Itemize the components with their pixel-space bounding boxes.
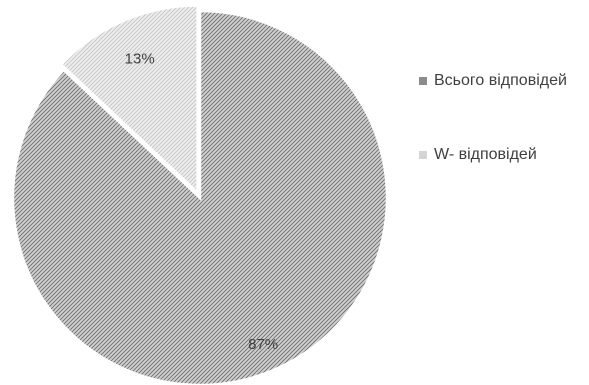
legend-item-w: W- відповідей: [419, 140, 567, 170]
pie-slice-w: [59, 4, 199, 196]
chart-legend: Всього відповідей W- відповідей: [419, 66, 567, 214]
legend-swatch-vsogo: [419, 77, 427, 85]
legend-label-w: W- відповідей: [434, 146, 537, 163]
data-label-w: 13%: [125, 51, 155, 68]
legend-swatch-w: [419, 151, 427, 159]
data-label-vsogo: 87%: [248, 336, 278, 353]
pie-slice-vsogo: [11, 9, 389, 385]
legend-label-vsogo: Всього відповідей: [434, 72, 567, 89]
legend-item-vsogo: Всього відповідей: [419, 66, 567, 96]
